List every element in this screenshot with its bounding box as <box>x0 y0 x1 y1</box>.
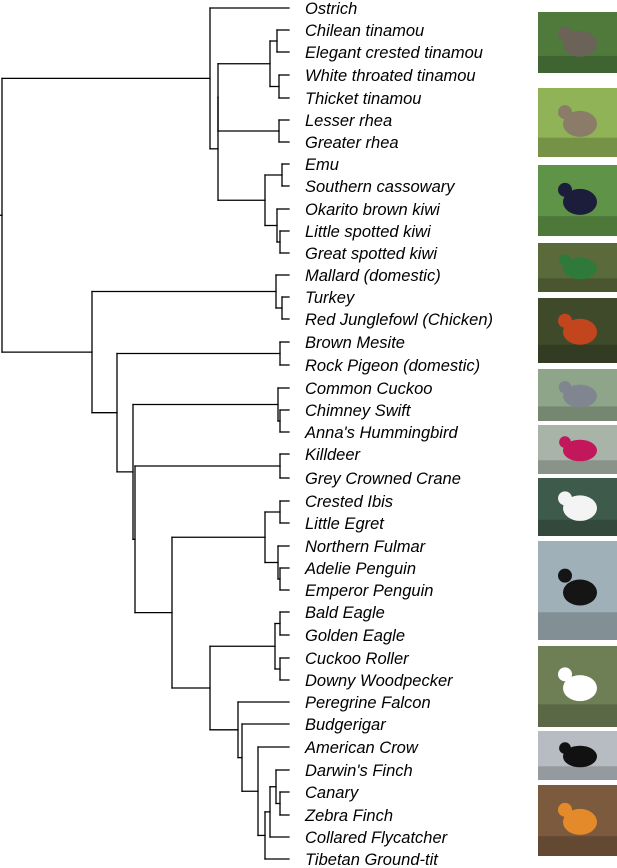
taxon-label: Mallard (domestic) <box>305 267 441 285</box>
mallard-photo <box>538 243 617 292</box>
taxon-label: Lesser rhea <box>305 112 392 130</box>
taxon-label: Little Egret <box>305 515 385 533</box>
taxon-label: Chilean tinamou <box>305 22 424 40</box>
taxon-label: Southern cassowary <box>305 178 456 196</box>
taxon-label: Emu <box>305 156 339 174</box>
taxon-label: Grey Crowned Crane <box>305 470 461 488</box>
taxon-label: Canary <box>305 784 360 802</box>
taxon-label: American Crow <box>304 739 419 757</box>
taxon-label: Great spotted kiwi <box>305 245 438 263</box>
taxon-label: Darwin's Finch <box>305 762 413 780</box>
taxon-label: Golden Eagle <box>305 627 405 645</box>
taxon-label: Turkey <box>305 289 356 307</box>
taxon-label: Peregrine Falcon <box>305 694 431 712</box>
crow-photo <box>538 731 617 780</box>
taxon-label: Northern Fulmar <box>305 538 427 556</box>
rhea-photo <box>538 88 617 157</box>
taxon-label: Downy Woodpecker <box>305 672 454 690</box>
taxon-label: Adelie Penguin <box>304 560 416 578</box>
hummingbird-photo <box>538 425 617 474</box>
taxon-label: Zebra Finch <box>304 807 393 825</box>
taxon-label: White throated tinamou <box>305 67 476 85</box>
taxon-label: Cuckoo Roller <box>305 650 410 668</box>
taxon-label: Bald Eagle <box>305 604 385 622</box>
taxon-label: Brown Mesite <box>305 334 405 352</box>
taxon-label: Rock Pigeon (domestic) <box>305 357 480 375</box>
penguin-photo <box>538 541 617 640</box>
taxon-label: Elegant crested tinamou <box>305 44 483 62</box>
taxon-label: Crested Ibis <box>305 493 393 511</box>
taxon-label: Tibetan Ground-tit <box>305 851 439 868</box>
taxon-label: Common Cuckoo <box>305 380 432 398</box>
woodpecker-photo <box>538 646 617 727</box>
taxon-label: Ostrich <box>305 0 357 18</box>
taxon-label: Collared Flycatcher <box>305 829 449 847</box>
taxon-label: Anna's Hummingbird <box>304 424 458 442</box>
taxon-label: Emperor Penguin <box>305 582 433 600</box>
taxon-label: Chimney Swift <box>305 402 412 420</box>
egret-photo <box>538 478 617 536</box>
cuckoo-photo <box>538 369 617 421</box>
taxon-label: Little spotted kiwi <box>305 223 432 241</box>
taxon-label: Killdeer <box>305 446 362 464</box>
taxon-label: Budgerigar <box>305 716 387 734</box>
taxon-label: Thicket tinamou <box>305 90 421 108</box>
taxon-label: Red Junglefowl (Chicken) <box>305 311 493 329</box>
taxon-label: Greater rhea <box>305 134 399 152</box>
tinamou-photo <box>538 12 617 73</box>
zebra-finch-photo <box>538 785 617 856</box>
cassowary-photo <box>538 165 617 236</box>
junglefowl-photo <box>538 298 617 363</box>
taxon-label: Okarito brown kiwi <box>305 201 441 219</box>
